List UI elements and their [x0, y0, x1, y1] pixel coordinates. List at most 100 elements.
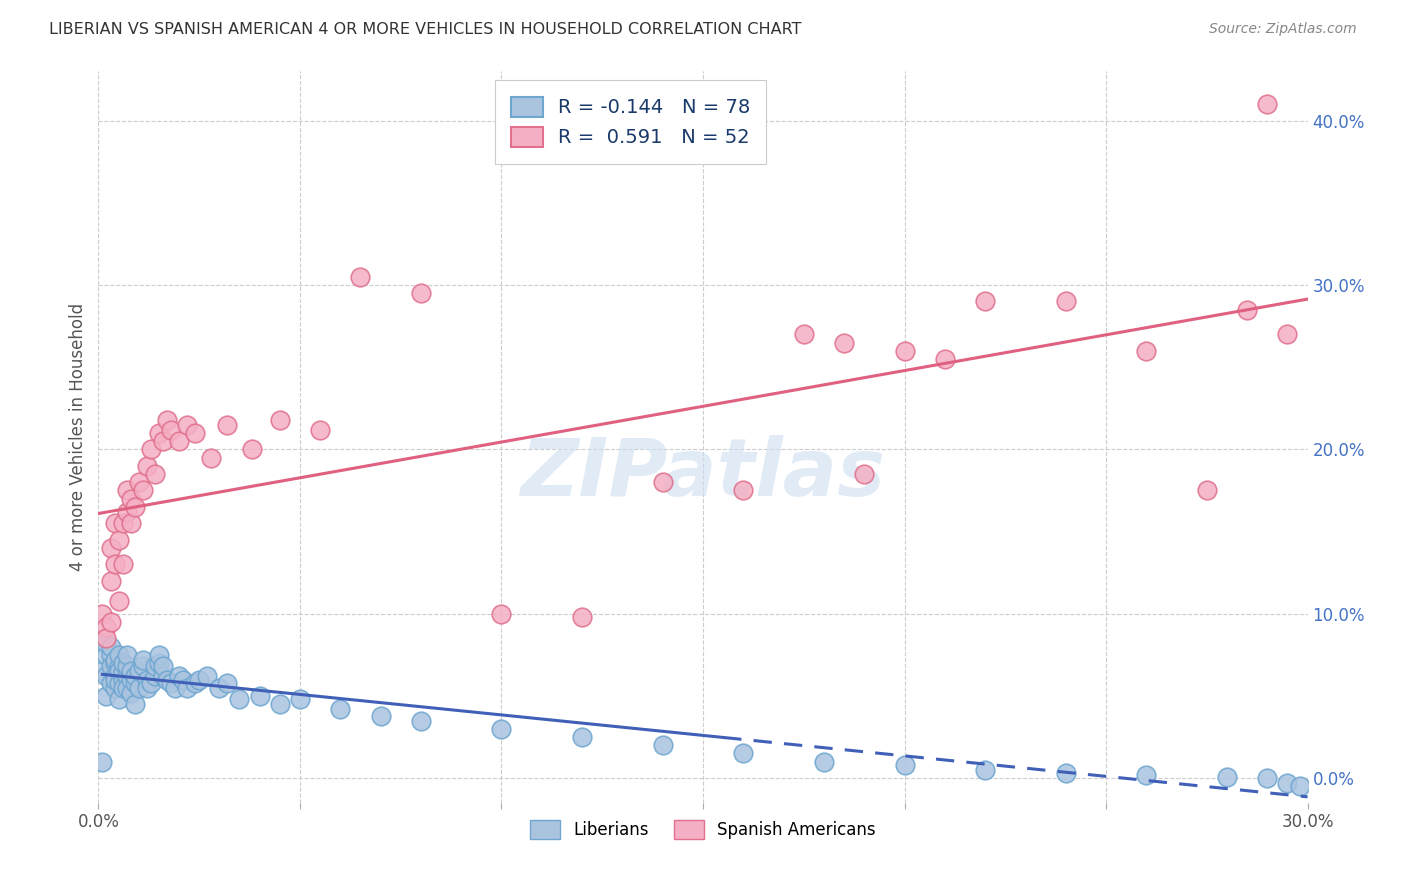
Point: [111, 656, 134, 670]
Point: [1195, 483, 1218, 498]
Point: [107, 675, 129, 690]
Point: [832, 335, 855, 350]
Point: [124, 697, 146, 711]
Point: [1256, 771, 1278, 785]
Point: [152, 434, 174, 449]
Point: [91, 607, 114, 621]
Point: [893, 343, 915, 358]
Point: [200, 450, 222, 465]
Point: [152, 659, 174, 673]
Point: [96, 620, 118, 634]
Point: [167, 669, 190, 683]
Point: [269, 697, 291, 711]
Point: [228, 692, 250, 706]
Point: [124, 500, 146, 514]
Point: [733, 483, 755, 498]
Point: [96, 632, 118, 646]
Point: [167, 434, 190, 449]
Point: [160, 423, 183, 437]
Point: [107, 665, 129, 679]
Point: [188, 673, 211, 687]
Point: [111, 516, 134, 531]
Point: [100, 675, 122, 690]
Point: [100, 648, 122, 662]
Point: [115, 505, 138, 519]
Point: [103, 681, 125, 695]
Point: [132, 659, 155, 673]
Point: [91, 665, 114, 679]
Point: [111, 665, 134, 679]
Point: [96, 689, 118, 703]
Point: [184, 675, 207, 690]
Point: [934, 351, 956, 366]
Point: [120, 516, 142, 531]
Point: [163, 681, 186, 695]
Point: [1277, 776, 1299, 790]
Point: [115, 681, 138, 695]
Point: [96, 636, 118, 650]
Point: [152, 669, 174, 683]
Point: [176, 681, 198, 695]
Y-axis label: 4 or more Vehicles in Household: 4 or more Vehicles in Household: [69, 303, 87, 571]
Point: [409, 286, 432, 301]
Point: [651, 739, 673, 753]
Point: [1054, 294, 1077, 309]
Point: [115, 669, 138, 683]
Point: [195, 669, 218, 683]
Point: [103, 673, 125, 687]
Point: [120, 686, 142, 700]
Point: [571, 730, 593, 744]
Point: [120, 491, 142, 506]
Point: [100, 541, 122, 555]
Point: [139, 675, 162, 690]
Point: [370, 708, 392, 723]
Point: [115, 648, 138, 662]
Point: [107, 692, 129, 706]
Point: [208, 681, 231, 695]
Point: [160, 675, 183, 690]
Point: [124, 669, 146, 683]
Legend: Liberians, Spanish Americans: Liberians, Spanish Americans: [523, 814, 883, 846]
Text: Source: ZipAtlas.com: Source: ZipAtlas.com: [1209, 22, 1357, 37]
Point: [103, 669, 125, 683]
Point: [100, 615, 122, 629]
Point: [96, 648, 118, 662]
Point: [128, 681, 150, 695]
Point: [128, 665, 150, 679]
Point: [120, 665, 142, 679]
Point: [148, 648, 170, 662]
Point: [491, 722, 513, 736]
Point: [100, 574, 122, 588]
Point: [111, 681, 134, 695]
Point: [1277, 327, 1299, 342]
Point: [103, 516, 125, 531]
Point: [115, 483, 138, 498]
Point: [107, 659, 129, 673]
Point: [974, 763, 997, 777]
Point: [100, 659, 122, 673]
Point: [349, 269, 371, 284]
Point: [143, 659, 166, 673]
Point: [128, 475, 150, 490]
Point: [1216, 770, 1239, 784]
Point: [132, 653, 155, 667]
Point: [217, 417, 239, 432]
Point: [853, 467, 876, 481]
Point: [1135, 343, 1157, 358]
Point: [107, 533, 129, 547]
Point: [1054, 766, 1077, 780]
Point: [143, 669, 166, 683]
Text: LIBERIAN VS SPANISH AMERICAN 4 OR MORE VEHICLES IN HOUSEHOLD CORRELATION CHART: LIBERIAN VS SPANISH AMERICAN 4 OR MORE V…: [49, 22, 801, 37]
Point: [813, 755, 835, 769]
Point: [172, 673, 194, 687]
Point: [1288, 780, 1310, 794]
Point: [176, 417, 198, 432]
Point: [974, 294, 997, 309]
Point: [288, 692, 311, 706]
Point: [651, 475, 673, 490]
Point: [103, 558, 125, 572]
Point: [135, 673, 157, 687]
Point: [91, 755, 114, 769]
Point: [135, 458, 157, 473]
Point: [269, 413, 291, 427]
